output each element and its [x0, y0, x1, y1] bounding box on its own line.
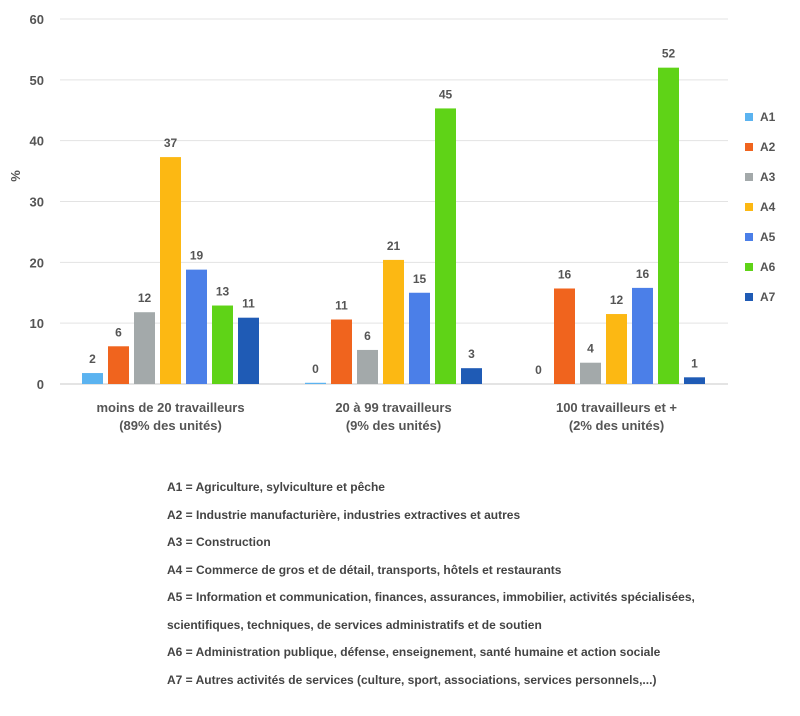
- definition-a6: A6 = Administration publique, défense, e…: [167, 645, 661, 659]
- category-label: (9% des unités): [346, 418, 441, 433]
- bar-a4: [606, 314, 627, 384]
- legend-swatch: [745, 173, 753, 181]
- legend-label: A3: [760, 170, 776, 184]
- y-tick-label: 50: [30, 73, 44, 88]
- legend-item-a7: A7: [745, 287, 775, 307]
- legend-label: A1: [760, 110, 776, 124]
- bar-a3: [134, 312, 155, 384]
- legend-item-a6: A6: [745, 257, 775, 277]
- legend-swatch: [745, 143, 753, 151]
- legend-swatch: [745, 293, 753, 301]
- legend-item-a2: A2: [745, 137, 775, 157]
- data-label: 2: [89, 352, 96, 366]
- data-label: 16: [636, 267, 650, 281]
- definition-a3: A3 = Construction: [167, 535, 271, 549]
- category-label: 20 à 99 travailleurs: [335, 400, 451, 415]
- category-labels: moins de 20 travailleurs (89% des unités)…: [96, 400, 677, 433]
- data-labels: 2 0 0 6 11 16 12 6 4 37 21 12 19 15 16 13 45 52 11 3 1: [89, 47, 698, 377]
- bars: [82, 67, 705, 385]
- legend-label: A5: [760, 230, 776, 244]
- bar-a6: [658, 67, 679, 385]
- y-axis: 0 10 20 30 40 50 60: [30, 12, 44, 392]
- data-label: 12: [138, 291, 152, 305]
- data-label: 1: [691, 356, 698, 370]
- y-tick-label: 20: [30, 255, 44, 270]
- data-label: 19: [190, 249, 204, 263]
- data-label: 0: [535, 363, 542, 377]
- data-label: 21: [387, 239, 401, 253]
- data-label: 52: [662, 47, 676, 61]
- category-definitions: A1 = Agriculture, sylviculture et pêche …: [167, 474, 787, 694]
- bar-a4: [160, 157, 181, 384]
- bar-a3: [357, 349, 378, 384]
- legend-swatch: [745, 233, 753, 241]
- bar-a5: [186, 269, 207, 384]
- y-tick-label: 40: [30, 134, 44, 149]
- data-label: 15: [413, 272, 427, 286]
- data-label: 37: [164, 136, 178, 150]
- bar-a3: [580, 362, 601, 384]
- bar-a7: [461, 368, 482, 384]
- legend-item-a5: A5: [745, 227, 775, 247]
- bar-a1: [305, 382, 326, 384]
- data-label: 16: [558, 267, 572, 281]
- bar-a1: [82, 373, 103, 384]
- data-label: 3: [468, 347, 475, 361]
- y-tick-label: 0: [37, 377, 44, 392]
- bar-a6: [212, 305, 233, 384]
- data-label: 11: [242, 297, 255, 311]
- bar-a5: [409, 292, 430, 384]
- y-tick-label: 30: [30, 195, 44, 210]
- data-label: 6: [115, 325, 122, 339]
- legend-swatch: [745, 263, 753, 271]
- category-label: (2% des unités): [569, 418, 664, 433]
- y-axis-label: %: [8, 170, 23, 182]
- bar-a2: [554, 288, 575, 384]
- bar-a7: [684, 377, 705, 384]
- legend-item-a3: A3: [745, 167, 775, 187]
- definition-a1: A1 = Agriculture, sylviculture et pêche: [167, 480, 385, 494]
- bar-a7: [238, 317, 259, 384]
- legend-swatch: [745, 203, 753, 211]
- data-label: 45: [439, 87, 453, 101]
- bar-a5: [632, 287, 653, 384]
- category-label: 100 travailleurs et +: [556, 400, 677, 415]
- category-label: (89% des unités): [119, 418, 222, 433]
- definition-a7: A7 = Autres activités de services (cultu…: [167, 672, 657, 687]
- bar-a6: [435, 108, 456, 385]
- legend-label: A7: [760, 290, 776, 304]
- category-label: moins de 20 travailleurs: [96, 400, 244, 415]
- y-tick-label: 10: [30, 316, 44, 331]
- data-label: 11: [335, 299, 348, 313]
- data-label: 0: [312, 362, 319, 376]
- legend-label: A2: [760, 140, 776, 154]
- legend-label: A4: [760, 200, 776, 214]
- definition-a2: A2 = Industrie manufacturière, industrie…: [167, 507, 521, 522]
- data-label: 6: [364, 329, 371, 343]
- data-label: 13: [216, 285, 230, 299]
- data-label: 4: [587, 342, 594, 356]
- legend-item-a1: A1: [745, 107, 775, 127]
- data-label: 12: [610, 293, 624, 307]
- legend-label: A6: [760, 260, 776, 274]
- bar-a2: [331, 319, 352, 384]
- legend-item-a4: A4: [745, 197, 775, 217]
- definition-a5-continued: scientifiques, techniques, de services a…: [167, 617, 542, 632]
- bar-a4: [383, 259, 404, 384]
- definition-a5: A5 = Information et communication, finan…: [167, 590, 695, 604]
- legend-swatch: [745, 113, 753, 121]
- definition-a4: A4 = Commerce de gros et de détail, tran…: [167, 562, 562, 577]
- y-tick-label: 60: [30, 12, 44, 27]
- bar-a2: [108, 346, 129, 384]
